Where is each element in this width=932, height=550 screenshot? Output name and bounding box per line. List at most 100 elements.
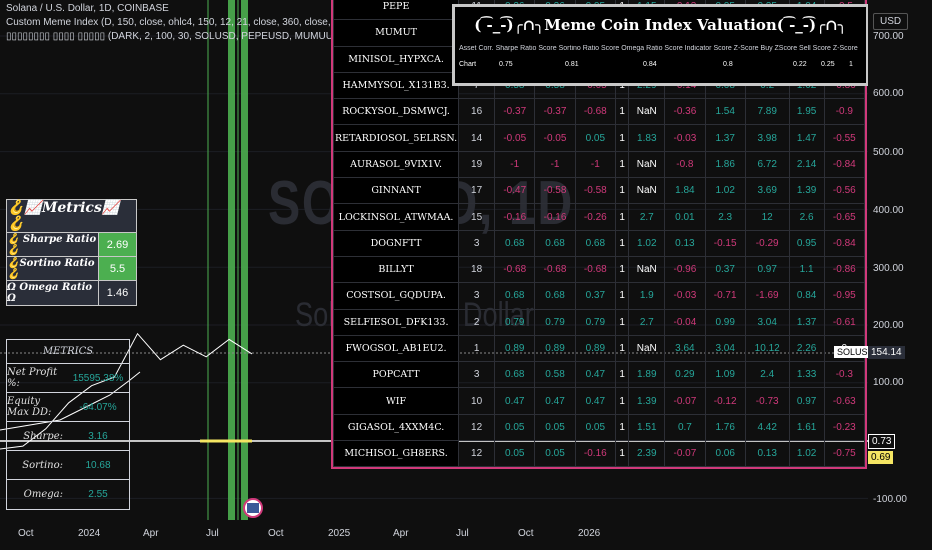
table-cell: 12	[744, 203, 790, 231]
table-cell: 1.1	[788, 255, 825, 284]
overlay-row-label: Chart	[459, 61, 477, 68]
table-row: LOCKINSOL_ATWMAA. 15 -0.16 -0.16 -0.26 1 2.7 0.…	[332, 203, 866, 231]
table-row: GIGASOL_4XXM4C. 12 0.05 0.05 0.05 1 1.51 0.7 1.7…	[332, 413, 866, 442]
table-cell: 1.83	[628, 124, 666, 152]
asset-name: RETARDIOSOL_5ELRSN.	[332, 124, 460, 152]
sharpe-value: 2.69	[99, 233, 136, 256]
omega-value: 2.55	[88, 489, 108, 500]
currency-button[interactable]: USD	[873, 13, 909, 30]
y-tick: 600.00	[873, 88, 904, 99]
table-cell: 7.89	[744, 98, 790, 126]
y-tick: 700.00	[873, 31, 904, 42]
table-cell: -1.69	[744, 282, 790, 310]
table-cell: 1	[614, 334, 630, 363]
valuation-overlay: ( ͡-_-͡)╭∩╮Meme Coin Index Valuation( ͡-…	[452, 4, 869, 86]
table-cell: -0.16	[494, 203, 536, 231]
asset-name: WIF	[332, 387, 460, 415]
sortino-value: 10.68	[85, 459, 111, 471]
asset-name: PEPE	[332, 0, 460, 21]
table-cell: -0.26	[574, 203, 616, 231]
table-row: WIF 10 0.47 0.47 0.47 1 1.39 -0.07 -0.12 -0.73 0.9…	[332, 387, 866, 415]
table-cell: 1.47	[788, 124, 825, 152]
table-cell: 1.37	[704, 124, 746, 152]
table-cell: 1	[614, 440, 630, 468]
asset-name: AURASOL_9VIX1V.	[332, 150, 460, 179]
table-cell: -0.86	[823, 255, 866, 284]
table-cell: 0.97	[788, 387, 825, 415]
table-cell: 0.79	[574, 308, 616, 336]
table-cell: -0.95	[823, 282, 866, 310]
sharpe-label: Sharpe:	[23, 430, 63, 442]
table-cell: 2.7	[628, 203, 666, 231]
asset-count: 12	[458, 413, 496, 442]
table-cell: 0.13	[664, 229, 706, 257]
table-cell: 10.12	[744, 334, 790, 363]
sortino-row: 🪝Sortino Ratio🪝 5.5	[7, 257, 136, 281]
table-cell: -0.05	[494, 124, 536, 152]
table-cell: 1.02	[704, 177, 746, 205]
sortino-label: Sortino:	[22, 459, 63, 471]
table-row: ROCKYSOL_DSMWCJ. 16 -0.37 -0.37 -0.68 1 NaN -0.…	[332, 98, 866, 126]
table-row: MICHISOL_GH8ERS. 12 0.05 0.05 -0.16 1 2.39 -0.0…	[332, 440, 866, 468]
y-tick: 100.00	[873, 377, 904, 388]
x-tick: Jul	[456, 528, 469, 539]
table-cell: 1	[614, 282, 630, 310]
asset-count: 3	[458, 229, 496, 257]
table-cell: 1.02	[628, 229, 666, 257]
table-row: POPCATT 3 0.68 0.58 0.47 1 1.89 0.29 1.09 2.4 1.33…	[332, 361, 866, 389]
price-axis[interactable]	[868, 0, 932, 550]
signal-bar	[241, 0, 248, 520]
table-cell: -0.58	[574, 177, 616, 205]
asset-count: 17	[458, 177, 496, 205]
overlay-v4: 0.22	[793, 61, 807, 68]
asset-name: SELFIESOL_DFK133.	[332, 308, 460, 336]
table-cell: 0.89	[494, 334, 536, 363]
y-tick: 300.00	[873, 263, 904, 274]
indicator-1-legend[interactable]: Custom Meme Index (D, 150, close, ohlc4,…	[6, 17, 416, 28]
table-cell: -0.03	[664, 124, 706, 152]
table-cell: -0.15	[704, 229, 746, 257]
table-cell: 1	[614, 229, 630, 257]
asset-count: 18	[458, 255, 496, 284]
table-cell: -0.63	[823, 387, 866, 415]
asset-name: BILLYT	[332, 255, 460, 284]
asset-count: 16	[458, 98, 496, 126]
table-cell: 4.42	[744, 413, 790, 442]
sharpe-row: 🪝 Sharpe Ratio 🪝 2.69	[7, 233, 136, 257]
table-cell: 0.68	[494, 282, 536, 310]
y-tick: 200.00	[873, 320, 904, 331]
x-tick: 2026	[578, 528, 601, 539]
asset-count: 19	[458, 150, 496, 179]
table-row: BILLYT 18 -0.68 -0.68 -0.68 1 NaN -0.96 0.37 0.97…	[332, 255, 866, 284]
asset-name: POPCATT	[332, 361, 460, 389]
table-cell: -0.16	[574, 440, 616, 468]
omega-value: 1.46	[99, 281, 136, 305]
table-cell: NaN	[628, 334, 666, 363]
table-cell: 0.05	[574, 413, 616, 442]
x-tick: 2025	[328, 528, 351, 539]
table-cell: -0.07	[664, 440, 706, 468]
table-cell: 1.9	[628, 282, 666, 310]
table-cell: 0.68	[494, 361, 536, 389]
signal-bar	[228, 0, 235, 520]
table-cell: 1	[614, 203, 630, 231]
asset-name: COSTSOL_GQDUPA.	[332, 282, 460, 310]
table-cell: -0.37	[534, 98, 576, 126]
table-cell: 1	[614, 387, 630, 415]
table-cell: -0.03	[664, 282, 706, 310]
table-cell: 1.84	[664, 177, 706, 205]
table-cell: 1.37	[788, 308, 825, 336]
x-tick: Jul	[206, 528, 219, 539]
indicator-2-legend[interactable]: ▯▯▯▯▯▯▯▯ ▯▯▯▯ ▯▯▯▯▯ (DARK, 2, 100, 30, S…	[6, 31, 336, 42]
table-cell: 1.02	[788, 440, 825, 468]
asset-name: MICHISOL_GH8ERS.	[332, 440, 460, 468]
table-cell: NaN	[628, 150, 666, 179]
table-row: SELFIESOL_DFK133. 2 0.79 0.79 0.79 1 2.7 -0.04 0…	[332, 308, 866, 336]
table-cell: 0.68	[534, 282, 576, 310]
y-tick: 500.00	[873, 147, 904, 158]
table-cell: 2.7	[628, 308, 666, 336]
table-cell: -0.68	[494, 255, 536, 284]
asset-name: MINISOL_HYPXCA.	[332, 45, 460, 73]
table-cell: 1.76	[704, 413, 746, 442]
overlay-v5: 0.25	[821, 61, 835, 68]
